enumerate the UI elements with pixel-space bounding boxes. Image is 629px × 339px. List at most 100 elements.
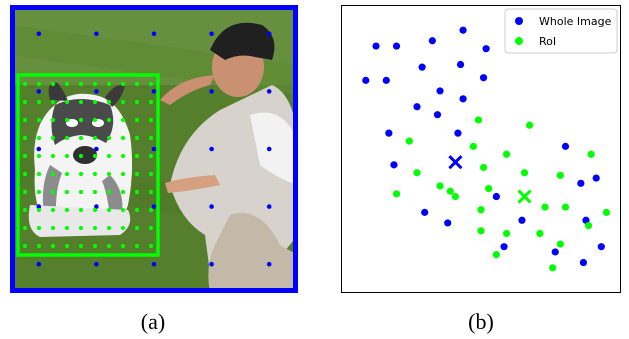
- whole-image-grid-dot: [266, 261, 272, 267]
- roi-grid-dot: [22, 99, 28, 105]
- roi-grid-dot: [50, 81, 56, 87]
- roi-grid-dot: [148, 81, 154, 87]
- roi-grid-dot: [50, 135, 56, 141]
- roi-grid-dot: [148, 207, 154, 213]
- roi-grid-dot: [148, 189, 154, 195]
- scatter-point-whole-image: [444, 219, 452, 227]
- roi-grid-dot: [78, 153, 84, 159]
- roi-grid-dot: [22, 171, 28, 177]
- scatter-point-whole-image: [385, 129, 393, 137]
- roi-grid-dot: [134, 117, 140, 123]
- roi-grid-dot: [36, 207, 42, 213]
- roi-grid-dot: [134, 81, 140, 87]
- whole-image-grid-dot: [36, 146, 42, 152]
- roi-grid-dot: [134, 99, 140, 105]
- roi-grid-dot: [78, 81, 84, 87]
- scatter-point-roi: [503, 150, 511, 158]
- scatter-point-whole-image: [459, 95, 467, 103]
- scatter-point-whole-image: [592, 174, 600, 182]
- roi-grid-dot: [22, 135, 28, 141]
- whole-image-grid-dot: [209, 204, 214, 209]
- scatter-point-roi: [405, 137, 413, 145]
- roi-grid-dot: [120, 99, 126, 105]
- scatter-point-whole-image: [551, 248, 559, 256]
- roi-grid-dot: [36, 135, 42, 141]
- roi-grid-dot: [78, 135, 84, 141]
- scatter-point-whole-image: [597, 243, 605, 251]
- caption-b: (b): [468, 309, 494, 334]
- whole-image-grid-dot: [94, 146, 99, 152]
- roi-grid-dot: [134, 171, 140, 177]
- scatter-point-whole-image: [561, 142, 570, 150]
- scatter-point-roi: [556, 240, 564, 248]
- scatter-point-roi: [549, 264, 557, 272]
- roi-grid-dot: [78, 225, 84, 231]
- scatter-point-roi: [536, 229, 544, 238]
- roi-grid-dot: [120, 189, 126, 195]
- scatter-point-roi: [474, 116, 483, 124]
- roi-grid-dot: [50, 171, 56, 177]
- roi-grid-dot: [134, 135, 140, 141]
- scatter-point-roi: [561, 203, 570, 211]
- scatter-point-roi: [413, 169, 421, 177]
- roi-grid-dot: [106, 135, 112, 141]
- whole-image-grid-dot: [151, 31, 157, 37]
- whole-image-grid-dot: [266, 31, 272, 37]
- roi-grid-dot: [92, 153, 98, 159]
- whole-image-grid-dot: [36, 89, 42, 94]
- scatter-point-whole-image: [390, 161, 398, 169]
- whole-image-grid-dot: [94, 89, 99, 94]
- roi-grid-dot: [148, 99, 154, 105]
- scatter-point-roi: [602, 208, 611, 216]
- scatter-point-whole-image: [492, 192, 500, 201]
- roi-grid-dot: [64, 135, 70, 141]
- scatter-point-roi: [451, 192, 459, 201]
- roi-grid-dot: [78, 117, 84, 123]
- roi-grid-dot: [36, 99, 42, 105]
- roi-grid-dot: [106, 189, 112, 195]
- roi-grid-dot: [78, 207, 84, 213]
- roi-grid-dot: [36, 153, 42, 159]
- roi-grid-dot: [22, 117, 28, 123]
- whole-image-grid-dot: [266, 204, 272, 209]
- whole-image-grid-dot: [266, 146, 272, 152]
- roi-grid-dot: [148, 135, 154, 141]
- scatter-point-roi: [556, 171, 564, 179]
- roi-grid-dot: [92, 243, 98, 249]
- scatter-point-roi: [520, 169, 529, 177]
- scatter-point-roi: [477, 227, 485, 235]
- roi-grid-dot: [64, 171, 70, 177]
- roi-grid-dot: [92, 99, 98, 105]
- roi-grid-dot: [134, 189, 140, 195]
- whole-image-grid-dot: [36, 204, 42, 209]
- whole-image-grid-dot: [151, 261, 157, 267]
- roi-grid-dot: [50, 189, 56, 195]
- roi-grid-dot: [50, 99, 56, 105]
- roi-grid-dot: [36, 81, 42, 87]
- roi-grid-dot: [106, 243, 112, 249]
- legend-marker-whole-image: [515, 17, 523, 25]
- roi-grid-dot: [22, 243, 28, 249]
- scatter-point-whole-image: [482, 45, 490, 53]
- roi-grid-dot: [50, 153, 56, 159]
- scatter-point-whole-image: [436, 87, 444, 95]
- roi-grid-dot: [64, 117, 70, 123]
- roi-box: [16, 73, 160, 257]
- legend-box: [504, 8, 618, 54]
- roi-grid-dot: [22, 225, 28, 231]
- roi-grid-dot: [120, 153, 126, 159]
- roi-grid-dot: [36, 189, 42, 195]
- roi-grid-dot: [50, 243, 56, 249]
- scatter-point-whole-image: [577, 179, 585, 187]
- roi-grid-dot: [120, 81, 126, 87]
- centroid-marker-whole-image: [448, 155, 463, 170]
- scatter-point-roi: [485, 185, 493, 193]
- roi-grid-dot: [22, 189, 28, 195]
- centroid-marker-roi: [517, 189, 532, 204]
- roi-grid-dot: [148, 243, 154, 249]
- whole-image-grid-dot: [36, 31, 42, 37]
- husky-dog-icon: [28, 82, 133, 237]
- roi-grid-dot: [36, 171, 42, 177]
- roi-grid-dot: [92, 207, 98, 213]
- roi-grid-dot: [22, 153, 28, 159]
